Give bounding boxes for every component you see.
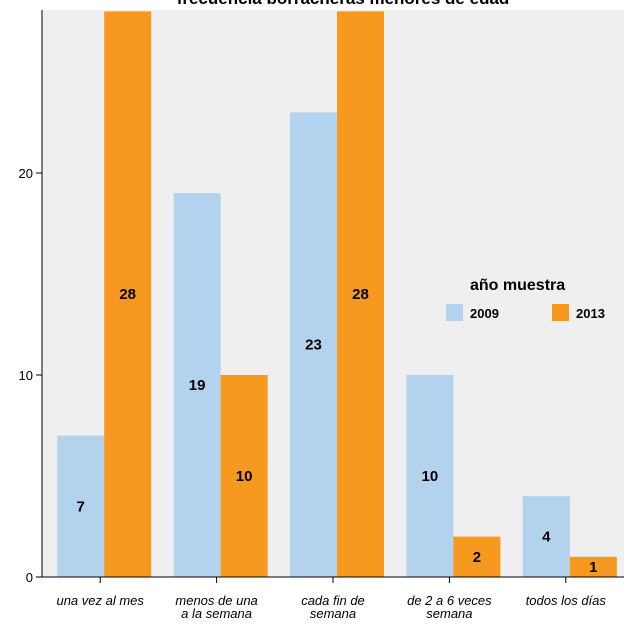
legend-swatch-2009 (446, 304, 463, 321)
data-label-2013-0: 28 (119, 286, 136, 303)
legend-title: año muestra (470, 277, 565, 294)
data-label-2009-4: 4 (542, 529, 551, 546)
data-label-2013-1: 10 (236, 468, 253, 485)
bar-2009-4 (522, 496, 570, 577)
bar-2013-4 (569, 556, 617, 577)
x-tick-label-3-0: de 2 a 6 veces (407, 593, 492, 608)
data-label-2009-0: 7 (77, 498, 85, 515)
x-tick-label-2-1: semana (310, 606, 356, 621)
legend-label-2009: 2009 (470, 306, 499, 321)
data-label-2013-3: 2 (473, 549, 481, 566)
data-label-2009-1: 19 (189, 377, 206, 394)
bar-2013-2 (337, 11, 384, 577)
bar-2009-0 (57, 435, 105, 577)
bar-2009-2 (290, 112, 337, 578)
x-tick-label-2-0: cada fin de (301, 593, 365, 608)
chart-title: frecuencia borracheras menores de edad (177, 0, 510, 8)
x-tick-label-3-1: semana (426, 606, 472, 621)
y-tick-label-0: 0 (26, 570, 33, 585)
bar-2013-1 (220, 375, 268, 577)
x-tick-label-1-1: a la semana (181, 606, 252, 621)
data-label-2009-2: 23 (305, 337, 322, 354)
bar-2009-1 (173, 193, 221, 577)
legend-label-2013: 2013 (576, 306, 605, 321)
data-label-2013-2: 28 (352, 286, 369, 303)
bar-2009-3 (406, 375, 454, 577)
y-tick-label-1: 10 (19, 368, 33, 383)
legend-swatch-2013 (552, 304, 569, 321)
bars-group: 7 28 19 10 23 28 10 2 4 1 (57, 11, 617, 578)
data-label-2009-3: 10 (422, 468, 439, 485)
y-axis-ticks: 0 10 20 (19, 166, 42, 585)
legend: año muestra 2009 2013 (446, 277, 605, 321)
y-tick-label-2: 20 (19, 166, 33, 181)
x-tick-label-1-0: menos de una (175, 593, 257, 608)
x-tick-label-0-0: una vez al mes (56, 593, 144, 608)
x-tick-label-4-0: todos los días (526, 593, 607, 608)
bar-2013-3 (453, 536, 501, 577)
data-label-2013-4: 1 (589, 559, 597, 576)
bar-2013-0 (104, 11, 152, 577)
